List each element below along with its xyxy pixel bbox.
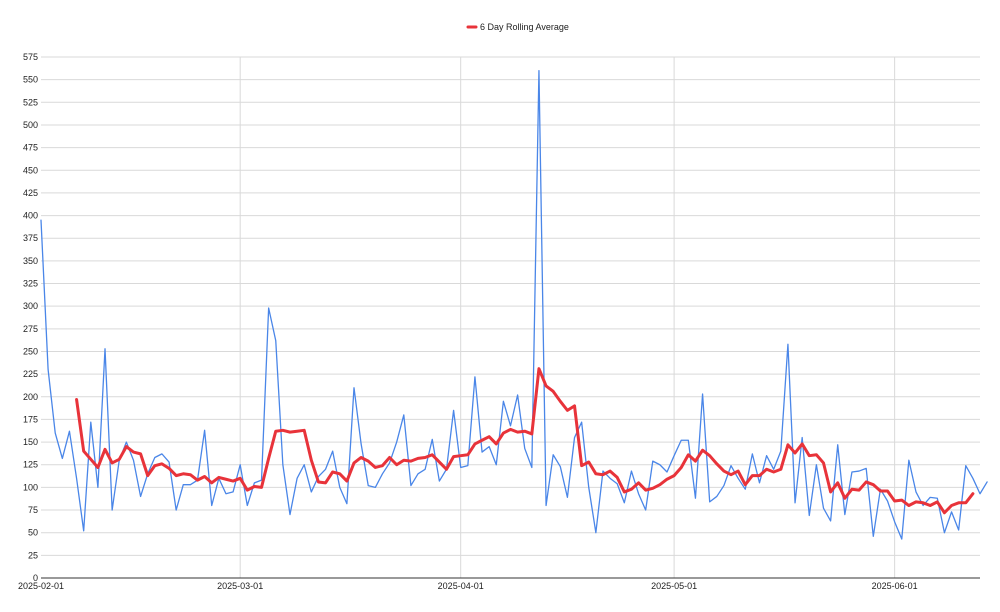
y-tick-label: 200 bbox=[23, 392, 38, 402]
y-tick-label: 400 bbox=[23, 211, 38, 221]
y-tick-label: 300 bbox=[23, 301, 38, 311]
grid-lines bbox=[41, 56, 980, 578]
y-tick-label: 225 bbox=[23, 369, 38, 379]
legend: 6 Day Rolling Average bbox=[466, 22, 569, 32]
x-tick-label: 2025-05-01 bbox=[651, 581, 697, 591]
y-tick-label: 25 bbox=[28, 550, 38, 560]
x-tick-label: 2025-02-01 bbox=[18, 581, 64, 591]
y-tick-label: 275 bbox=[23, 324, 38, 334]
y-tick-label: 450 bbox=[23, 165, 38, 175]
y-tick-label: 150 bbox=[23, 437, 38, 447]
y-tick-label: 250 bbox=[23, 346, 38, 356]
y-tick-label: 100 bbox=[23, 482, 38, 492]
y-tick-label: 500 bbox=[23, 120, 38, 130]
y-tick-label: 475 bbox=[23, 143, 38, 153]
y-tick-label: 50 bbox=[28, 528, 38, 538]
y-tick-label: 125 bbox=[23, 460, 38, 470]
y-tick-label: 175 bbox=[23, 414, 38, 424]
y-tick-label: 350 bbox=[23, 256, 38, 266]
x-tick-label: 2025-06-01 bbox=[872, 581, 918, 591]
y-tick-label: 325 bbox=[23, 279, 38, 289]
y-tick-label: 525 bbox=[23, 97, 38, 107]
legend-label-rolling-average: 6 Day Rolling Average bbox=[480, 22, 569, 32]
series-line-daily bbox=[40, 69, 988, 540]
series-lines bbox=[40, 69, 988, 540]
series-line-rolling-average bbox=[75, 367, 975, 515]
x-axis-tick-labels: 2025-02-01 2025-03-01 2025-04-01 2025-05-01… bbox=[18, 581, 918, 591]
y-axis-tick-labels: 0 25 50 75 100 125 150 175 200 225 250 275 300 325 350… bbox=[23, 52, 38, 583]
x-tick-label: 2025-04-01 bbox=[438, 581, 484, 591]
y-tick-label: 425 bbox=[23, 188, 38, 198]
y-tick-label: 75 bbox=[28, 505, 38, 515]
y-tick-label: 575 bbox=[23, 52, 38, 62]
y-tick-label: 375 bbox=[23, 233, 38, 243]
x-tick-label: 2025-03-01 bbox=[217, 581, 263, 591]
y-tick-label: 550 bbox=[23, 75, 38, 85]
y-tick-label: 0 bbox=[33, 573, 38, 583]
